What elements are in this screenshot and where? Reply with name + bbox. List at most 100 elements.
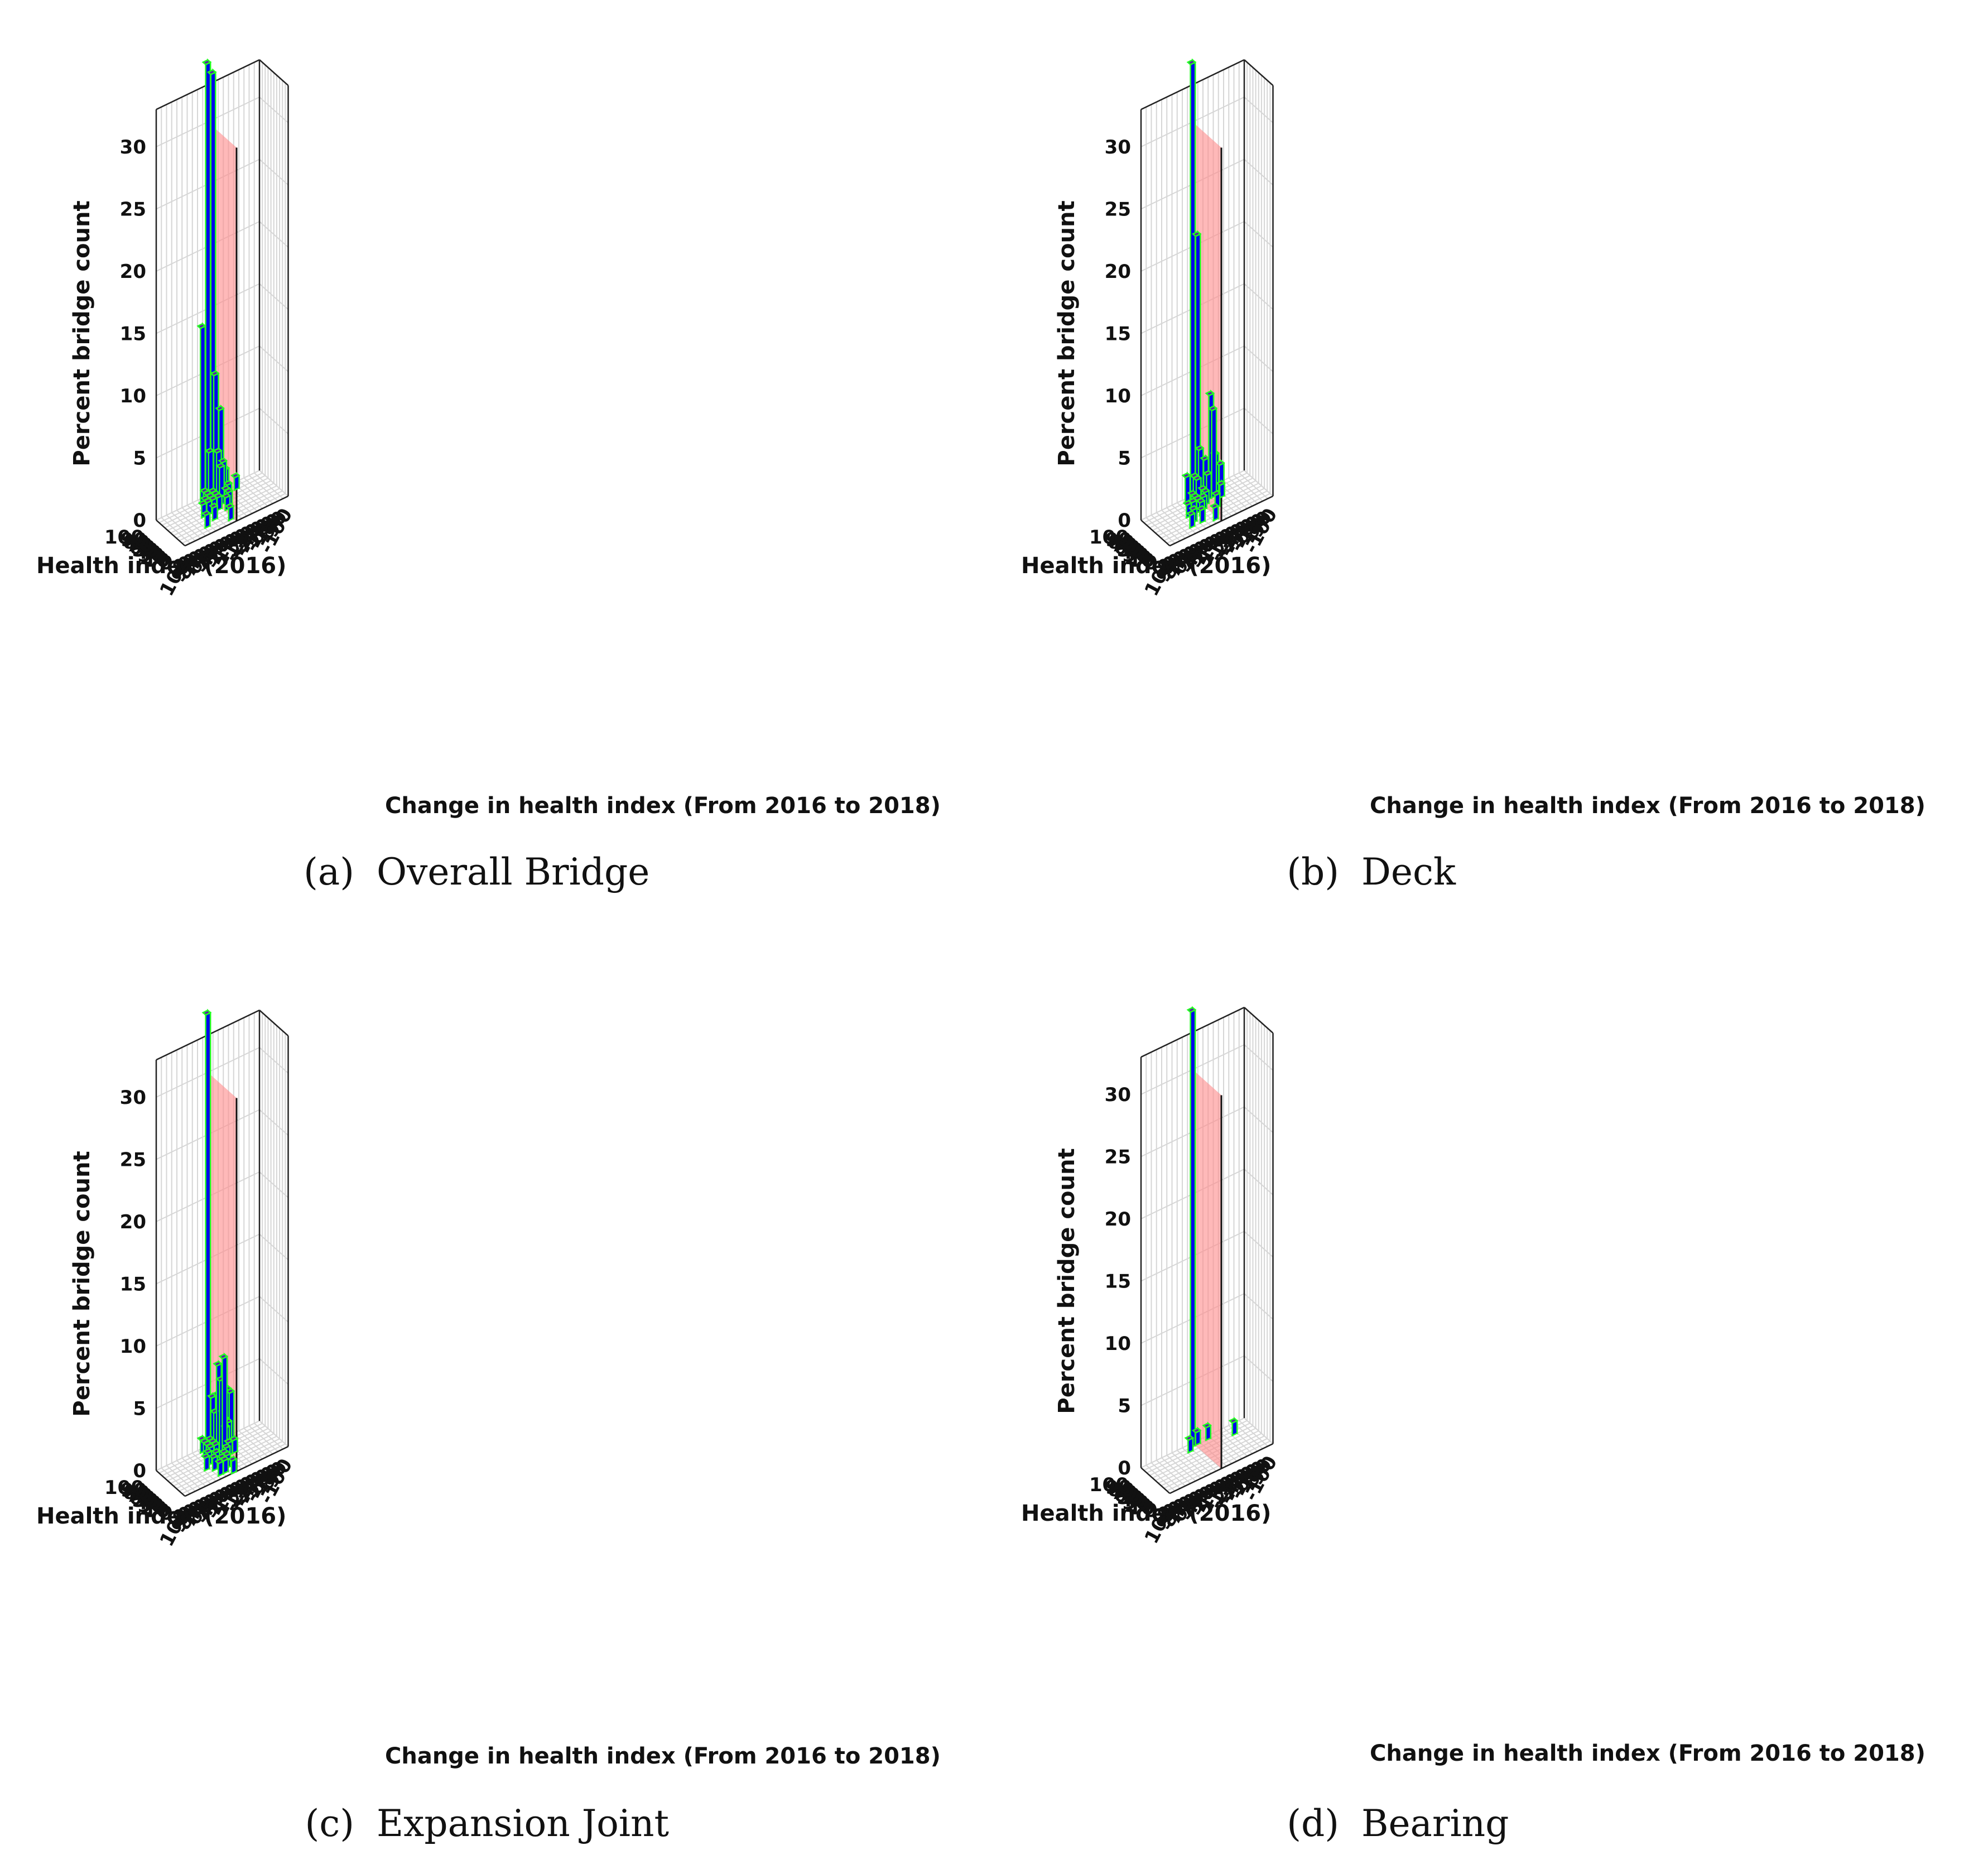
z-tick-label: 10 [1105, 385, 1131, 407]
floor-grid-line [1177, 1450, 1206, 1477]
panel-caption: (a) Overall Bridge [304, 850, 649, 893]
x-axis-label: Health index (2016) [1021, 1501, 1271, 1526]
z-tick-label: 0 [133, 510, 146, 532]
bar-top-face [209, 370, 220, 377]
axis-line [1244, 1007, 1274, 1034]
bar-top-face [218, 457, 228, 464]
bar-top-face [1191, 1427, 1202, 1434]
floor-grid-line [161, 1467, 191, 1495]
wall-grid-line [1244, 1044, 1274, 1071]
x-tick-label: 80 [123, 531, 150, 554]
wall-grid-line [259, 470, 289, 497]
x-tick-label: 100 [1089, 1474, 1129, 1496]
bar-front-face [1185, 474, 1191, 504]
wall-grid-line [1244, 283, 1274, 310]
bar-top-face [1228, 1417, 1239, 1424]
z-tick-label: 15 [1105, 323, 1131, 345]
bar-top-face [230, 472, 240, 479]
wall-grid-line [1244, 470, 1274, 497]
bar [1216, 479, 1226, 499]
bar-top-face [1207, 405, 1218, 412]
floor-grid-line [1218, 1430, 1248, 1457]
x-tick-label: 50 [1116, 1487, 1143, 1509]
x-axis-label: Health index (2016) [1021, 553, 1271, 579]
x-tick-label: 40 [135, 542, 161, 564]
floor-grid-line [1145, 517, 1176, 544]
x-tick-label: 70 [1111, 534, 1137, 556]
wall-grid-line [259, 1296, 289, 1323]
bar-top-face [218, 1353, 229, 1360]
bar-top-face [1184, 1435, 1195, 1441]
wall-grid-line [259, 407, 289, 435]
bar [1211, 489, 1221, 510]
bar [230, 472, 240, 492]
axis-box [1140, 59, 1274, 547]
bar [201, 1008, 212, 1452]
tick-labels: 0510152025300102030405060708090100100908… [1089, 1084, 1282, 1548]
floor-grid-line [254, 472, 283, 499]
z-tick-label: 25 [120, 1149, 146, 1171]
x-tick-label: 20 [1125, 547, 1152, 569]
bar-top-face [1200, 455, 1210, 462]
floor-grid-line [254, 1423, 283, 1450]
bars [1181, 58, 1226, 530]
chart-panel-c: 0510152025300102030405060708090100100908… [36, 1008, 941, 1845]
z-tick-label: 25 [120, 199, 146, 221]
bar [1196, 504, 1206, 525]
bar-top-face [201, 510, 211, 517]
axis-box [155, 1009, 289, 1497]
x-tick-label: 100 [104, 526, 144, 549]
x-tick-label: 40 [135, 1492, 161, 1515]
z-axis-label: Percent bridge count [69, 1151, 95, 1416]
floor-grid-line [1239, 1420, 1268, 1447]
floor-grid-line [238, 1430, 268, 1457]
bar-top-face [211, 1448, 221, 1454]
x-tick-label: 80 [1108, 531, 1134, 554]
bars [196, 58, 240, 530]
z-tick-label: 20 [1105, 1208, 1131, 1231]
bar [1191, 1426, 1202, 1447]
x-tick-label: 30 [138, 544, 164, 566]
bar [1181, 471, 1192, 504]
wall-grid-line [1244, 345, 1274, 372]
bar-top-face [223, 487, 234, 494]
bar-top-face [228, 1435, 239, 1442]
bar-top-face [204, 447, 215, 454]
z-axis-label: Percent bridge count [1054, 200, 1080, 466]
wall-grid-line [259, 1358, 289, 1385]
axis-line [259, 59, 289, 87]
bar [1202, 1421, 1212, 1441]
bars [1184, 1006, 1239, 1454]
z-tick-label: 5 [133, 1398, 146, 1420]
x-tick-label: 90 [121, 529, 147, 551]
bar-top-face [223, 479, 233, 487]
z-tick-label: 30 [1105, 1084, 1131, 1106]
floor-grid-line [166, 515, 196, 541]
bar-top-face [1196, 497, 1206, 504]
axis-box [155, 59, 289, 547]
bar [1186, 509, 1196, 530]
wall-grid-line [1244, 221, 1274, 248]
panel-caption: (b) Deck [1287, 850, 1456, 893]
floor-grid-line [1161, 1457, 1191, 1484]
x-tick-label: 50 [132, 539, 158, 561]
bar-top-face [208, 1453, 219, 1459]
bar-top-face [1202, 1422, 1212, 1429]
x-tick-label: 80 [1108, 1479, 1134, 1501]
z-tick-label: 0 [1118, 1457, 1131, 1479]
wall-grid-line [259, 1109, 289, 1136]
floor-grid-line [233, 1433, 263, 1459]
floor-grid-line [238, 480, 268, 507]
bar-top-face [1202, 470, 1213, 477]
floor-grid-line [171, 1462, 201, 1489]
bar-front-face [1190, 61, 1196, 502]
floor-grid-line [1145, 1464, 1176, 1492]
x-tick-label: 20 [141, 547, 167, 569]
caption-title: Expansion Joint [377, 1802, 669, 1845]
wall-grid-line [259, 221, 289, 248]
bar [201, 509, 211, 530]
z-tick-label: 15 [120, 323, 146, 345]
bar-top-face [1205, 390, 1215, 397]
tick-labels: 0510152025300102030405060708090100100908… [1089, 136, 1282, 600]
wall-grid-line [259, 97, 289, 123]
